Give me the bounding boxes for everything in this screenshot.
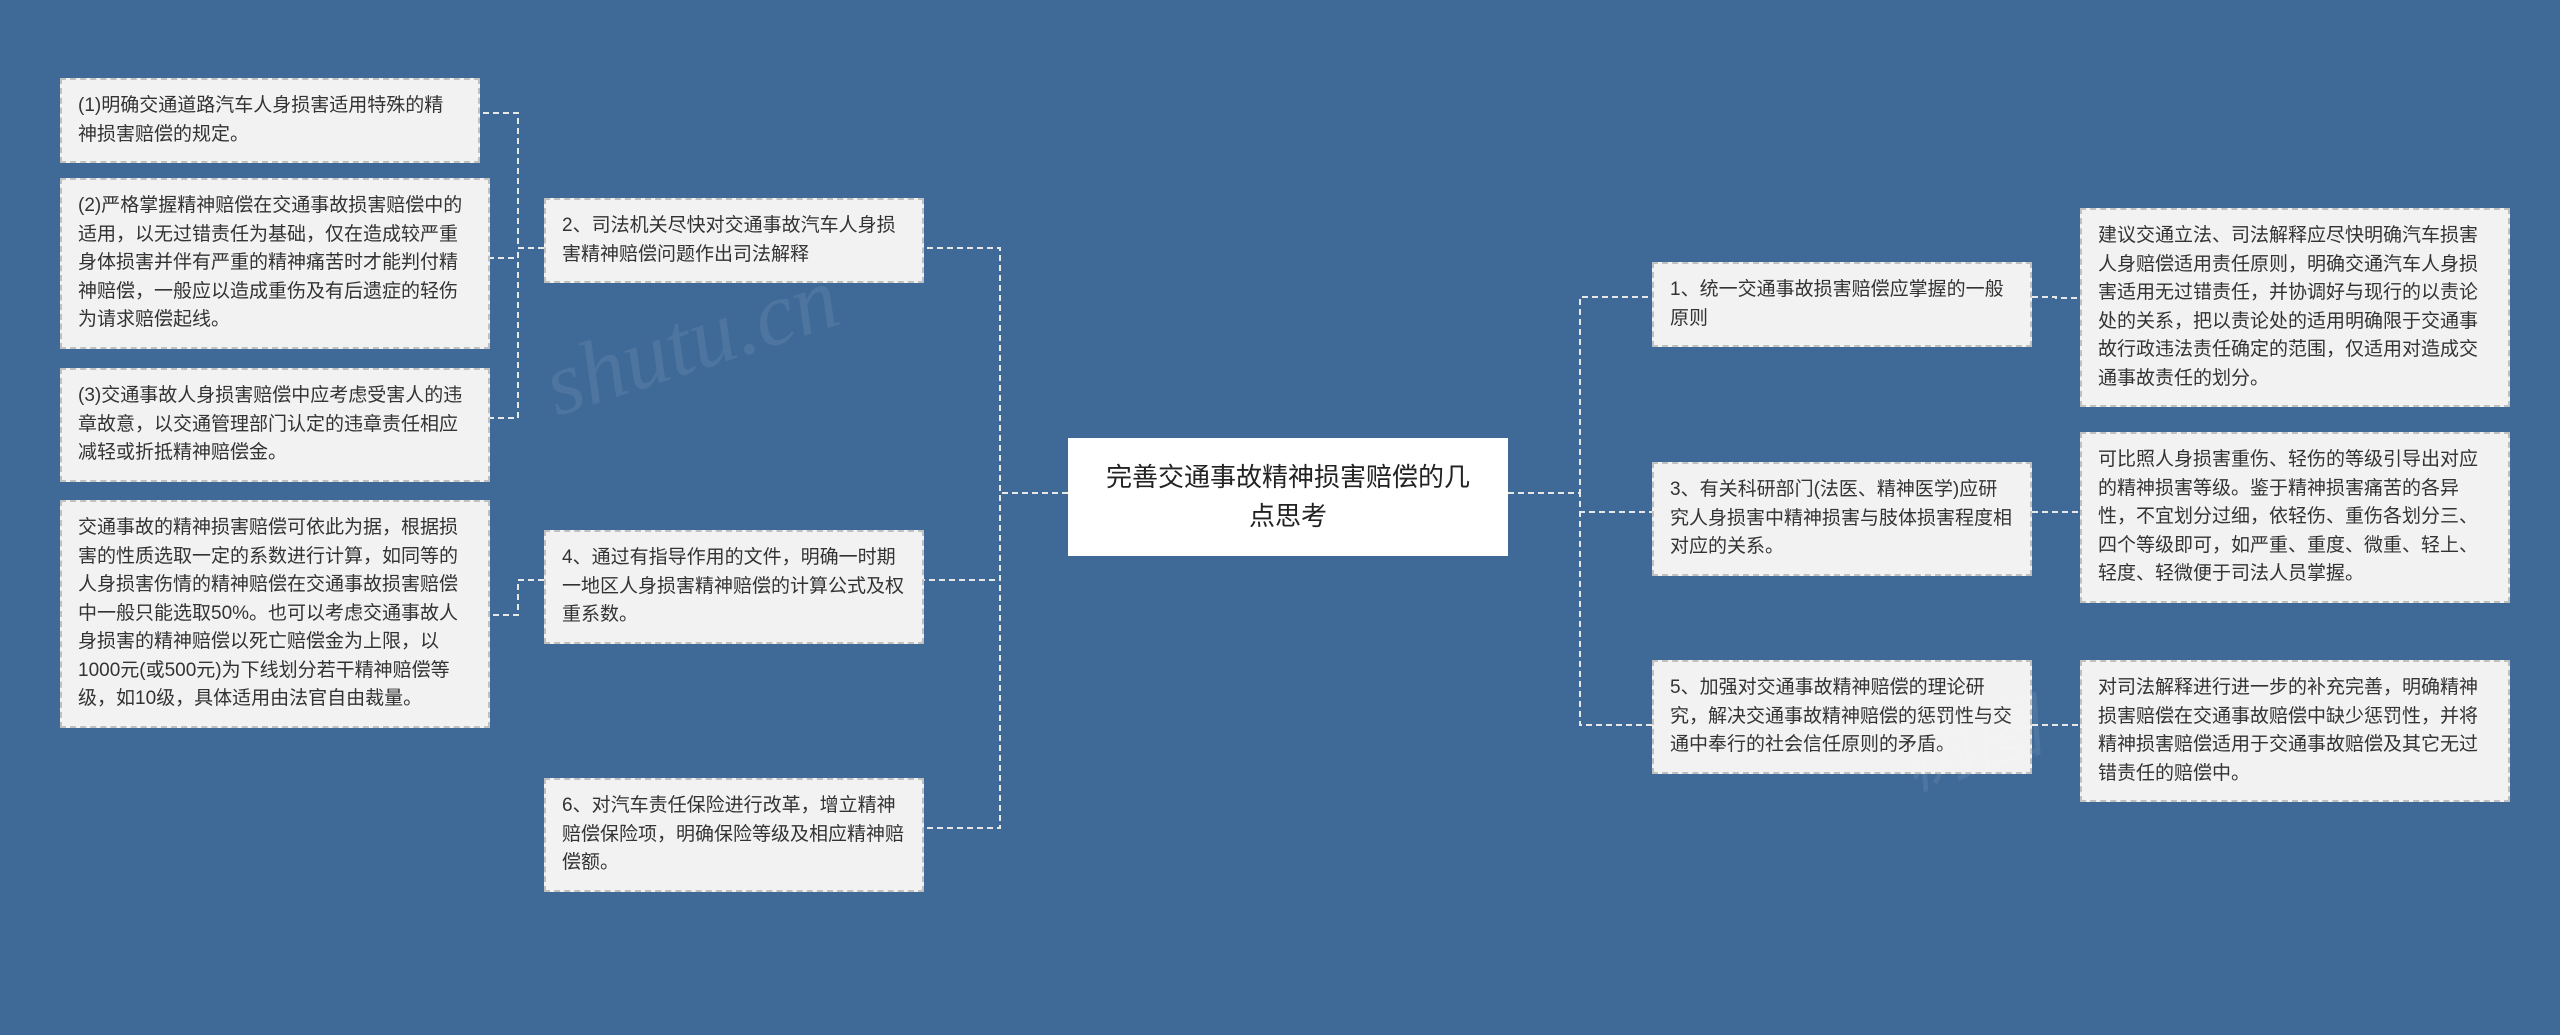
branch-3-leaf-a-text: 可比照人身损害重伤、轻伤的等级引导出对应的精神损害等级。鉴于精神损害痛苦的各异性… bbox=[2098, 449, 2478, 584]
branch-2-leaf-a: (1)明确交通道路汽车人身损害适用特殊的精神损害赔偿的规定。 bbox=[60, 78, 480, 163]
branch-3: 3、有关科研部门(法医、精神医学)应研究人身损害中精神损害与肢体损害程度相对应的… bbox=[1652, 462, 2032, 576]
branch-1-text: 1、统一交通事故损害赔偿应掌握的一般原则 bbox=[1670, 279, 2004, 329]
branch-5-text: 5、加强对交通事故精神赔偿的理论研究，解决交通事故精神赔偿的惩罚性与交通中奉行的… bbox=[1670, 677, 2012, 755]
branch-6: 6、对汽车责任保险进行改革，增立精神赔偿保险项，明确保险等级及相应精神赔偿额。 bbox=[544, 778, 924, 892]
branch-1-leaf-a-text: 建议交通立法、司法解释应尽快明确汽车损害人身赔偿适用责任原则，明确交通汽车人身损… bbox=[2098, 225, 2478, 389]
branch-2-leaf-b: (2)严格掌握精神赔偿在交通事故损害赔偿中的适用，以无过错责任为基础，仅在造成较… bbox=[60, 178, 490, 349]
branch-2-leaf-a-text: (1)明确交通道路汽车人身损害适用特殊的精神损害赔偿的规定。 bbox=[78, 95, 443, 145]
branch-4-leaf-a-text: 交通事故的精神损害赔偿可依此为据，根据损害的性质选取一定的系数进行计算，如同等的… bbox=[78, 517, 458, 709]
central-node: 完善交通事故精神损害赔偿的几点思考 bbox=[1068, 438, 1508, 556]
branch-6-text: 6、对汽车责任保险进行改革，增立精神赔偿保险项，明确保险等级及相应精神赔偿额。 bbox=[562, 795, 904, 873]
branch-4-text: 4、通过有指导作用的文件，明确一时期一地区人身损害精神赔偿的计算公式及权重系数。 bbox=[562, 547, 904, 625]
branch-5-leaf-a: 对司法解释进行进一步的补充完善，明确精神损害赔偿在交通事故赔偿中缺少惩罚性，并将… bbox=[2080, 660, 2510, 802]
branch-3-text: 3、有关科研部门(法医、精神医学)应研究人身损害中精神损害与肢体损害程度相对应的… bbox=[1670, 479, 2012, 557]
branch-4: 4、通过有指导作用的文件，明确一时期一地区人身损害精神赔偿的计算公式及权重系数。 bbox=[544, 530, 924, 644]
branch-1: 1、统一交通事故损害赔偿应掌握的一般原则 bbox=[1652, 262, 2032, 347]
central-text: 完善交通事故精神损害赔偿的几点思考 bbox=[1106, 462, 1470, 531]
branch-5-leaf-a-text: 对司法解释进行进一步的补充完善，明确精神损害赔偿在交通事故赔偿中缺少惩罚性，并将… bbox=[2098, 677, 2478, 784]
branch-3-leaf-a: 可比照人身损害重伤、轻伤的等级引导出对应的精神损害等级。鉴于精神损害痛苦的各异性… bbox=[2080, 432, 2510, 603]
branch-2-leaf-b-text: (2)严格掌握精神赔偿在交通事故损害赔偿中的适用，以无过错责任为基础，仅在造成较… bbox=[78, 195, 462, 330]
branch-4-leaf-a: 交通事故的精神损害赔偿可依此为据，根据损害的性质选取一定的系数进行计算，如同等的… bbox=[60, 500, 490, 728]
branch-2-leaf-c-text: (3)交通事故人身损害赔偿中应考虑受害人的违章故意，以交通管理部门认定的违章责任… bbox=[78, 385, 462, 463]
branch-2-text: 2、司法机关尽快对交通事故汽车人身损害精神赔偿问题作出司法解释 bbox=[562, 215, 896, 265]
branch-2-leaf-c: (3)交通事故人身损害赔偿中应考虑受害人的违章故意，以交通管理部门认定的违章责任… bbox=[60, 368, 490, 482]
branch-2: 2、司法机关尽快对交通事故汽车人身损害精神赔偿问题作出司法解释 bbox=[544, 198, 924, 283]
branch-1-leaf-a: 建议交通立法、司法解释应尽快明确汽车损害人身赔偿适用责任原则，明确交通汽车人身损… bbox=[2080, 208, 2510, 407]
branch-5: 5、加强对交通事故精神赔偿的理论研究，解决交通事故精神赔偿的惩罚性与交通中奉行的… bbox=[1652, 660, 2032, 774]
